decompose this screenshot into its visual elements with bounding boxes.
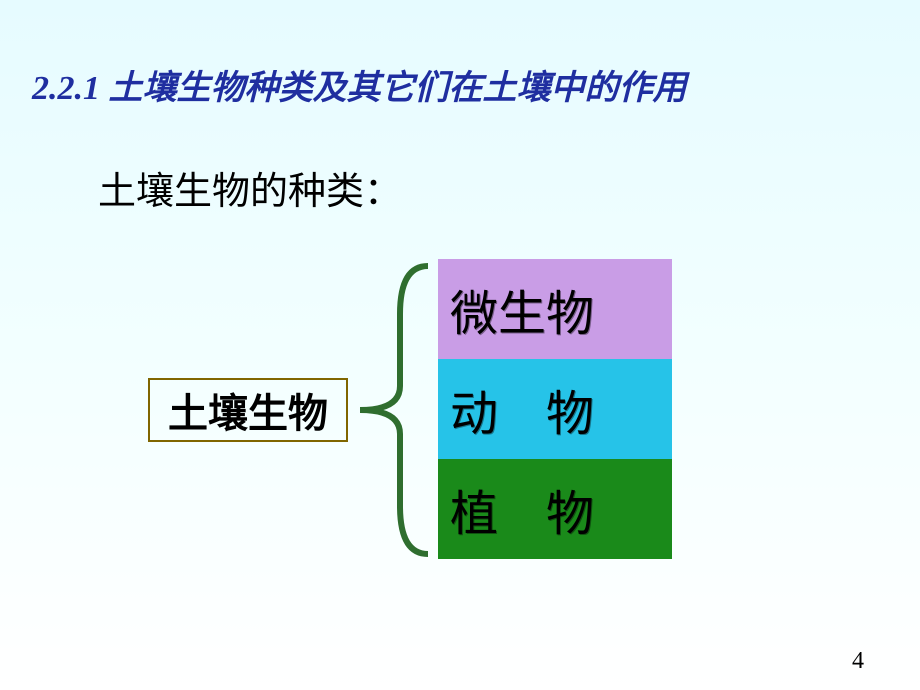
category-box: 微生物 xyxy=(438,259,672,359)
page-number: 4 xyxy=(852,648,864,675)
curly-brace-icon xyxy=(356,260,436,560)
slide-canvas: 2.2.1 土壤生物种类及其它们在土壤中的作用 土壤生物的种类： 土壤生物 微生… xyxy=(0,0,920,690)
section-heading: 2.2.1 土壤生物种类及其它们在土壤中的作用 xyxy=(32,60,687,109)
root-category-box: 土壤生物 xyxy=(148,378,348,442)
category-stack: 微生物动 物植 物 xyxy=(438,259,672,561)
category-label: 动 物 xyxy=(450,374,594,444)
root-category-label: 土壤生物 xyxy=(168,381,328,439)
category-box: 动 物 xyxy=(438,359,672,459)
category-label: 微生物 xyxy=(450,274,594,344)
category-box: 植 物 xyxy=(438,459,672,559)
sub-heading: 土壤生物的种类： xyxy=(98,160,402,215)
category-label: 植 物 xyxy=(450,474,594,544)
